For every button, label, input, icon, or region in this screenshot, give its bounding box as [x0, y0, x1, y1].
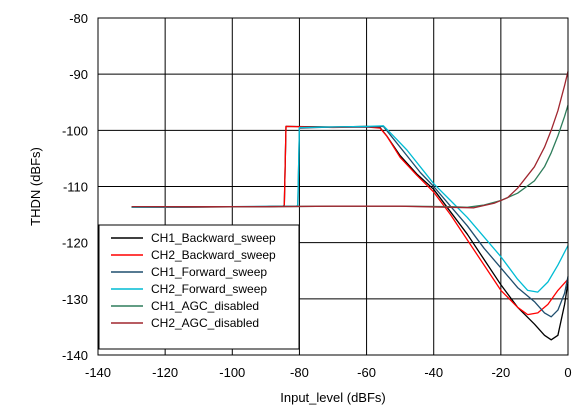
y-tick-label: -100 [62, 123, 88, 138]
plot-frame [97, 17, 569, 356]
y-tick-label: -130 [62, 292, 88, 307]
x-tick-label: -40 [424, 365, 443, 380]
x-tick-label: -80 [290, 365, 309, 380]
x-tick-label: 0 [564, 365, 571, 380]
x-tick-label: -60 [357, 365, 376, 380]
tick-labels: -140 -120 -100 -80 -60 -40 -20 0 -80 -90 -100 -110 -… [62, 11, 572, 380]
legend-label: CH2_Forward_sweep [151, 282, 267, 296]
legend-label: CH2_AGC_disabled [151, 316, 259, 330]
legend-label: CH1_Forward_sweep [151, 265, 267, 279]
x-tick-label: -20 [491, 365, 510, 380]
series-layer [131, 71, 569, 341]
series-line-4 [131, 125, 569, 293]
y-tick-label: -90 [69, 67, 88, 82]
series-line-6 [131, 71, 569, 209]
y-axis-title: THDN (dBFs) [28, 147, 43, 226]
legend-label: CH1_Backward_sweep [151, 231, 276, 245]
x-tick-label: -100 [219, 365, 245, 380]
x-axis-title: Input_level (dBFs) [280, 390, 386, 405]
legend-box [98, 224, 300, 350]
legend-label: CH1_AGC_disabled [151, 299, 259, 313]
series-line-2 [131, 125, 569, 316]
legend-label: CH2_Backward_sweep [151, 248, 276, 262]
legend: CH1_Backward_sweep CH2_Backward_sweep CH1_… [98, 224, 300, 350]
y-tick-label: -110 [63, 180, 88, 195]
x-tick-label: -140 [85, 365, 111, 380]
y-tick-label: -120 [62, 236, 88, 251]
x-tick-label: -120 [152, 365, 178, 380]
y-tick-label: -80 [69, 11, 88, 26]
y-tick-label: -140 [62, 348, 88, 363]
